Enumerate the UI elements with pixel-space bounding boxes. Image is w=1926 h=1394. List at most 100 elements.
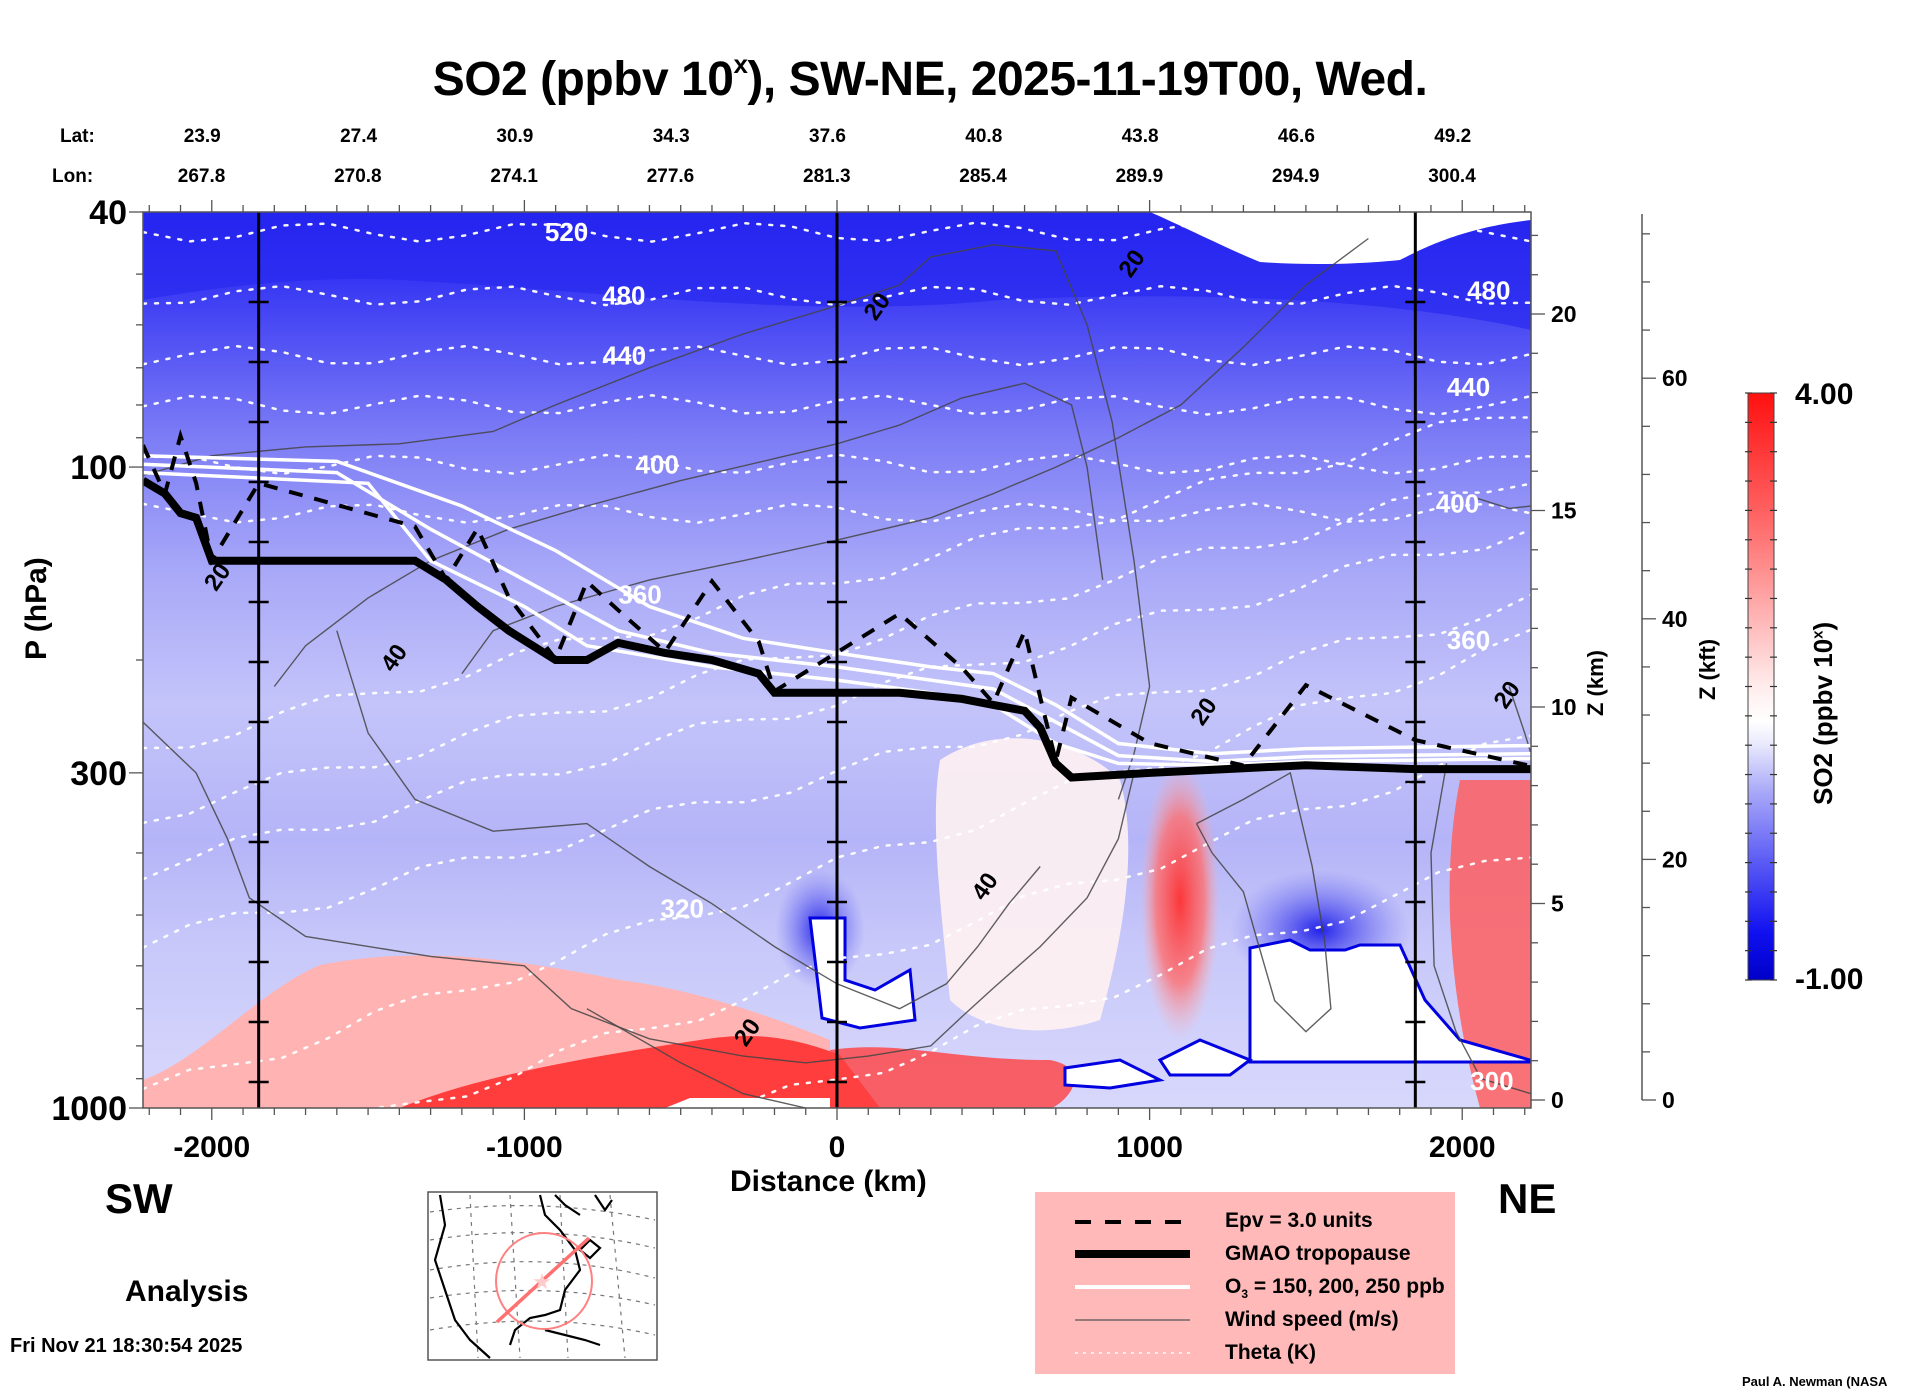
terrain-mask xyxy=(1157,1038,1254,1077)
terrain-mask xyxy=(665,1098,830,1108)
colorbar-title: SO2 (ppbv 10x) xyxy=(1808,622,1839,805)
wind-contour xyxy=(1195,771,1332,1033)
no-data-region xyxy=(1150,212,1531,265)
so2-mid-white xyxy=(935,738,1129,1031)
theta-label: 440 xyxy=(1447,372,1490,402)
z-kft-axis-title: Z (kft) xyxy=(1695,638,1720,700)
z-kft-tick-label: 0 xyxy=(1662,1087,1675,1113)
lat-label: Lat: xyxy=(60,126,95,147)
z-km-axis-title: Z (km) xyxy=(1583,650,1608,716)
z-kft-tick-label: 40 xyxy=(1662,606,1688,632)
so2-surface-red-core xyxy=(400,1035,880,1108)
o3-contour xyxy=(143,462,1531,764)
x-tick-label: 0 xyxy=(829,1131,846,1164)
z-km-tick-label: 20 xyxy=(1551,301,1577,327)
legend-o3-label: O3 = 150, 200, 250 ppb xyxy=(1225,1275,1445,1301)
lat-value: 37.6 xyxy=(809,126,846,147)
epv-contour xyxy=(143,429,1531,768)
chart-title: SO2 (ppbv 10x), SW-NE, 2025-11-19T00, We… xyxy=(0,49,1860,107)
legend-epv-label: Epv = 3.0 units xyxy=(1225,1209,1373,1232)
lon-label: Lon: xyxy=(52,166,94,187)
lat-value: 49.2 xyxy=(1434,126,1472,147)
lon-value: 270.8 xyxy=(334,166,382,187)
lat-value: 40.8 xyxy=(965,126,1003,147)
map-range-circle xyxy=(495,1232,593,1330)
theta-contour xyxy=(143,394,1531,416)
colorbar-ticks xyxy=(1745,392,1777,981)
title-superscript: x xyxy=(733,49,748,79)
map-center-star: ★ xyxy=(532,1269,552,1294)
o3-contour xyxy=(143,470,1531,768)
theta-label: 360 xyxy=(1447,625,1490,655)
z-km-tick-label: 0 xyxy=(1551,1087,1564,1113)
vertical-markers xyxy=(248,212,1426,1108)
theta-label: 360 xyxy=(618,579,661,609)
colorbar-title-close: ) xyxy=(1808,621,1838,631)
epv-contour-line xyxy=(143,429,1531,768)
z-km-tick-label: 5 xyxy=(1551,891,1564,917)
lon-value: 289.9 xyxy=(1115,166,1164,187)
lat-value: 34.3 xyxy=(652,126,690,147)
y-tick-label: 300 xyxy=(70,755,127,793)
map-coastlines xyxy=(433,1194,613,1359)
theta-contour xyxy=(143,528,1531,881)
y-tick-label: 1000 xyxy=(51,1090,127,1128)
wind-contour xyxy=(273,382,1104,687)
lat-value: 46.6 xyxy=(1277,126,1315,147)
direction-right-label: NE xyxy=(1498,1175,1557,1222)
wind-contour xyxy=(1477,497,1531,510)
lon-value: 285.4 xyxy=(959,166,1007,187)
wind-contours xyxy=(143,237,1531,1108)
colorbar-max-label: 4.00 xyxy=(1795,378,1854,411)
y-tick-label: 40 xyxy=(89,194,127,232)
wind-contour xyxy=(336,630,1041,1010)
wind-contour xyxy=(586,1008,806,1108)
theta-contour xyxy=(143,593,1531,949)
credit: Paul A. Newman (NASA xyxy=(1742,1374,1888,1389)
legend-tropopause-label: GMAO tropopause xyxy=(1225,1242,1411,1265)
terrain-mask xyxy=(1248,938,1531,1064)
theta-contour xyxy=(143,502,1531,524)
o3-label-sub: 3 xyxy=(1241,1287,1249,1302)
z-km-tick-label: 10 xyxy=(1551,694,1577,720)
theta-label: 480 xyxy=(1467,275,1510,305)
so2-red-plume-mid xyxy=(1140,760,1220,1040)
lat-value: 23.9 xyxy=(183,126,221,147)
legend xyxy=(1035,1192,1455,1374)
z-km-tick-label: 15 xyxy=(1551,498,1577,524)
y-axis-title: P (hPa) xyxy=(20,557,53,660)
title-prefix: SO2 (ppbv 10 xyxy=(432,53,734,106)
theta-label: 440 xyxy=(603,341,646,371)
theta-label: 400 xyxy=(636,449,679,479)
lon-value: 277.6 xyxy=(646,166,695,187)
wind-contour xyxy=(143,721,1135,1064)
x-tick-label: -1000 xyxy=(486,1131,563,1164)
tropopause-line xyxy=(143,477,1531,782)
theta-contour xyxy=(143,344,1531,367)
so2-surface-red-mid xyxy=(830,1047,1075,1108)
x-axis-title: Distance (km) xyxy=(730,1165,927,1198)
wind-contour xyxy=(1430,763,1531,1095)
theta-label: 400 xyxy=(1436,489,1479,519)
lon-value: 274.1 xyxy=(490,166,538,187)
y-tick-label: 100 xyxy=(70,449,127,487)
x-tick-label: 1000 xyxy=(1116,1131,1183,1164)
timestamp: Fri Nov 21 18:30:54 2025 xyxy=(10,1335,243,1357)
o3-contours xyxy=(143,453,1531,768)
legend-wind-label: Wind speed (m/s) xyxy=(1225,1308,1399,1331)
theta-labels: 520 480 440 400 360 320 480 440 400 360 300 xyxy=(545,217,1514,1096)
lon-value: 300.4 xyxy=(1428,166,1476,187)
inset-map-frame xyxy=(427,1191,658,1361)
so2-red-plume-right xyxy=(1449,780,1531,1108)
z-kft-axis: 0 20 40 60 xyxy=(1641,214,1688,1113)
theta-label: 520 xyxy=(545,217,588,247)
lat-value: 27.4 xyxy=(340,126,378,147)
o3-label-pre: O xyxy=(1225,1275,1242,1298)
inset-map: ★ xyxy=(427,1191,658,1361)
colorbar-title-superscript: x xyxy=(1809,630,1827,639)
x-tick-label: -2000 xyxy=(173,1131,250,1164)
z-kft-tick-label: 60 xyxy=(1662,365,1688,391)
direction-left-label: SW xyxy=(105,1175,173,1222)
lon-value: 294.9 xyxy=(1271,166,1320,187)
